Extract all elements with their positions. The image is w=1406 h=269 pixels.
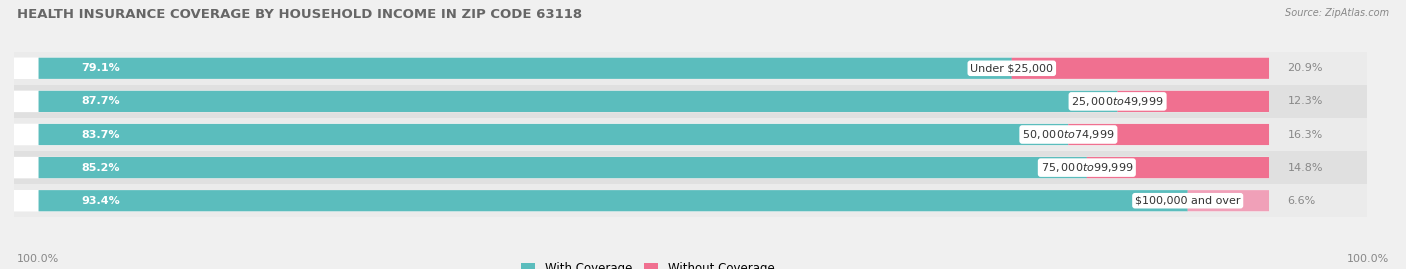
FancyBboxPatch shape (1069, 124, 1270, 145)
FancyBboxPatch shape (14, 91, 1270, 112)
Text: 6.6%: 6.6% (1288, 196, 1316, 206)
Text: 100.0%: 100.0% (1347, 254, 1389, 264)
Legend: With Coverage, Without Coverage: With Coverage, Without Coverage (516, 258, 779, 269)
FancyBboxPatch shape (38, 58, 1012, 79)
FancyBboxPatch shape (38, 190, 1188, 211)
Text: HEALTH INSURANCE COVERAGE BY HOUSEHOLD INCOME IN ZIP CODE 63118: HEALTH INSURANCE COVERAGE BY HOUSEHOLD I… (17, 8, 582, 21)
Text: 79.1%: 79.1% (82, 63, 121, 73)
Text: 14.8%: 14.8% (1288, 162, 1323, 173)
FancyBboxPatch shape (14, 85, 1367, 118)
Text: 20.9%: 20.9% (1288, 63, 1323, 73)
Text: 100.0%: 100.0% (17, 254, 59, 264)
FancyBboxPatch shape (14, 118, 1367, 151)
Text: 83.7%: 83.7% (82, 129, 121, 140)
Text: Source: ZipAtlas.com: Source: ZipAtlas.com (1285, 8, 1389, 18)
Text: 93.4%: 93.4% (82, 196, 121, 206)
Text: 12.3%: 12.3% (1288, 96, 1323, 107)
FancyBboxPatch shape (14, 151, 1367, 184)
FancyBboxPatch shape (14, 184, 1367, 217)
FancyBboxPatch shape (1188, 190, 1270, 211)
FancyBboxPatch shape (1118, 91, 1270, 112)
Text: $25,000 to $49,999: $25,000 to $49,999 (1071, 95, 1164, 108)
Text: $75,000 to $99,999: $75,000 to $99,999 (1040, 161, 1133, 174)
FancyBboxPatch shape (14, 58, 1270, 79)
Text: 85.2%: 85.2% (82, 162, 121, 173)
FancyBboxPatch shape (14, 190, 1270, 211)
Text: $100,000 and over: $100,000 and over (1135, 196, 1240, 206)
FancyBboxPatch shape (14, 157, 1270, 178)
FancyBboxPatch shape (38, 91, 1118, 112)
FancyBboxPatch shape (38, 124, 1069, 145)
FancyBboxPatch shape (38, 157, 1087, 178)
FancyBboxPatch shape (14, 52, 1367, 85)
FancyBboxPatch shape (14, 124, 1270, 145)
Text: 87.7%: 87.7% (82, 96, 121, 107)
FancyBboxPatch shape (1012, 58, 1270, 79)
Text: $50,000 to $74,999: $50,000 to $74,999 (1022, 128, 1115, 141)
Text: Under $25,000: Under $25,000 (970, 63, 1053, 73)
Text: 16.3%: 16.3% (1288, 129, 1323, 140)
FancyBboxPatch shape (1087, 157, 1270, 178)
